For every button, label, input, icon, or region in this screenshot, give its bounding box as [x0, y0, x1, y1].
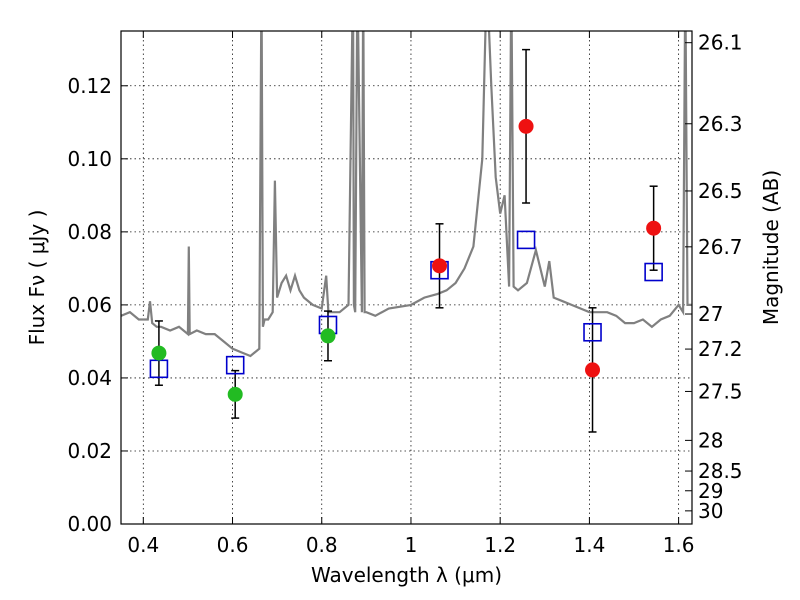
mag-tick-label: 27	[698, 302, 723, 326]
observed-flux-marker	[585, 362, 601, 378]
y-tick-label: 0.04	[67, 366, 112, 390]
mag-tick-label: 26.3	[698, 112, 743, 136]
x-tick-label: 1.2	[484, 533, 516, 557]
x-tick-label: 1.6	[663, 533, 695, 557]
y-tick-label: 0.12	[67, 74, 112, 98]
observed-flux-marker	[518, 118, 534, 134]
x-tick-label: 0.6	[217, 533, 249, 557]
y-tick-label: 0.08	[67, 220, 112, 244]
data-marks	[149, 48, 663, 433]
mag-tick-label: 29	[698, 479, 723, 503]
model-square-marker	[644, 262, 663, 282]
x-tick-label: 0.8	[306, 533, 338, 557]
mag-tick-label: 28.5	[698, 459, 743, 483]
x-tick-label: 0.4	[127, 533, 159, 557]
mag-tick-label: 28	[698, 428, 723, 452]
mag-tick-label: 27.2	[698, 337, 743, 361]
axis-ticks: 0.4 0.6 0.8 1 1.2 1.4 1.6 0.00 0.02 0.04 0.06 0.08 0…	[67, 31, 742, 557]
observed-flux-marker	[646, 220, 662, 236]
axes-frame	[120, 30, 693, 525]
observed-flux-marker	[320, 328, 336, 344]
observed-flux-marker	[432, 258, 448, 274]
y-tick-label: 0.10	[67, 147, 112, 171]
plot-area	[121, 31, 692, 433]
mag-tick-label: 26.5	[698, 179, 743, 203]
mag-tick-label: 27.5	[698, 379, 743, 403]
observed-flux-marker	[151, 345, 167, 361]
x-axis-label: Wavelength λ (μm)	[311, 563, 502, 587]
mag-tick-label: 30	[698, 499, 723, 523]
x-tick-label: 1	[405, 533, 418, 557]
model-square-marker	[225, 355, 245, 375]
y-axis-label: Flux Fν ( μJy )	[25, 210, 49, 346]
x-tick-label: 1.4	[573, 533, 605, 557]
y-tick-label: 0.00	[67, 512, 112, 536]
y-tick-label: 0.02	[67, 439, 112, 463]
observed-flux-marker	[227, 386, 243, 402]
mag-tick-label: 26.1	[698, 31, 743, 55]
grid-lines	[121, 31, 692, 525]
model-square-marker	[583, 322, 602, 342]
model-square-marker	[516, 230, 536, 250]
y-tick-label: 0.06	[67, 293, 112, 317]
y2-axis-label: Magnitude (AB)	[759, 170, 783, 325]
mag-tick-label: 26.7	[698, 235, 743, 259]
model-spectrum-line	[121, 31, 692, 358]
